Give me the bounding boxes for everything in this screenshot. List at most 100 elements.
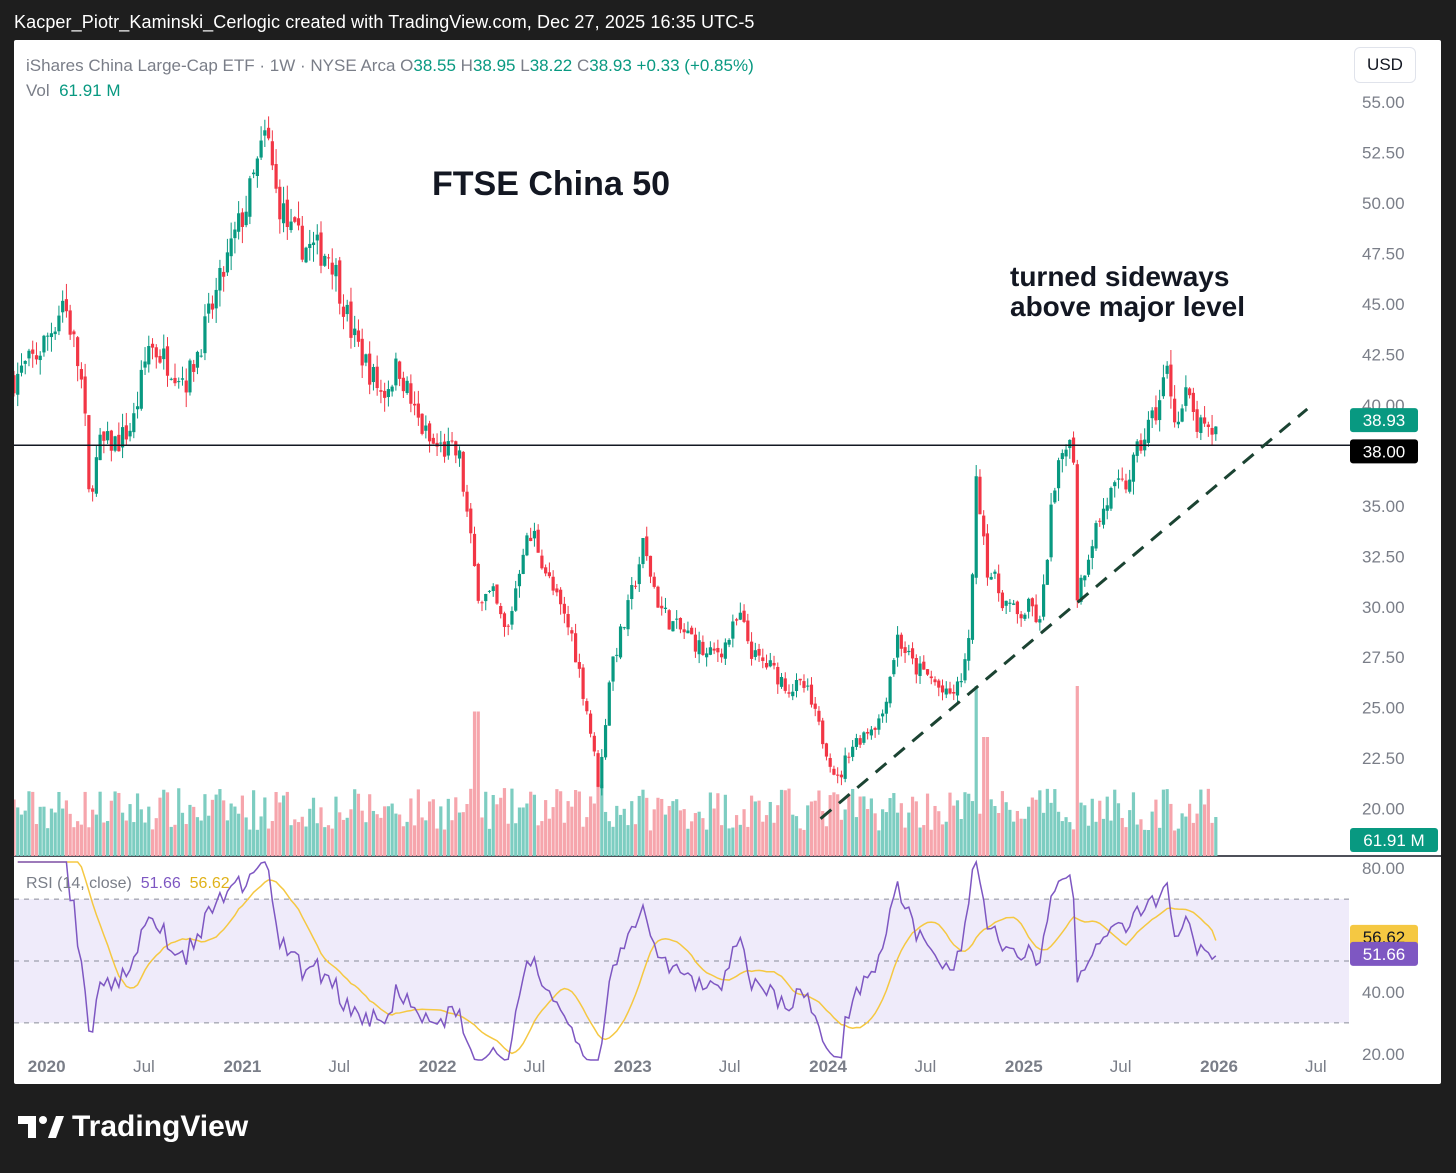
- candle-body: [892, 660, 896, 675]
- volume-bar: [1056, 811, 1061, 856]
- candle-body: [997, 573, 1001, 594]
- candle-body: [1180, 408, 1184, 422]
- volume-bar: [117, 792, 121, 856]
- volume-bar: [442, 829, 447, 856]
- volume-bar: [315, 823, 319, 856]
- candle-body: [248, 178, 252, 217]
- candle-body: [982, 515, 986, 537]
- candle-body: [686, 630, 690, 634]
- volume-bar: [1041, 812, 1046, 856]
- candle-body: [469, 508, 473, 534]
- candle-body: [641, 538, 645, 565]
- candle-body: [1015, 601, 1019, 615]
- volume-bar: [877, 830, 881, 856]
- volume-bar: [1105, 796, 1109, 856]
- candle-body: [802, 681, 806, 688]
- volume-bar: [952, 805, 956, 856]
- time-tick-label: 2024: [809, 1057, 847, 1076]
- candle-body: [817, 710, 821, 722]
- volume-bar: [435, 828, 439, 856]
- candle-body: [761, 657, 765, 662]
- candle-body: [446, 441, 450, 456]
- volume-bar: [555, 789, 559, 856]
- rsi-badge-bg: [1350, 941, 1418, 966]
- volume-bar: [899, 803, 903, 856]
- candle-body: [117, 434, 121, 452]
- candle-body: [252, 172, 256, 175]
- candle-body: [38, 355, 42, 361]
- candle-body: [517, 573, 522, 587]
- candle-body: [491, 586, 495, 592]
- candle-body: [465, 491, 469, 512]
- candle-body: [633, 585, 638, 587]
- volume-bar: [274, 792, 278, 856]
- candle-body: [603, 725, 608, 758]
- volume-bar: [948, 792, 952, 856]
- candle-body: [379, 390, 383, 392]
- candle-body: [64, 299, 69, 312]
- candle-body: [967, 638, 971, 661]
- volume-bar: [431, 799, 435, 856]
- volume-bar: [592, 803, 596, 856]
- volume-bar: [1184, 816, 1188, 856]
- candle-body: [577, 662, 581, 669]
- volume-bar: [27, 791, 31, 856]
- tradingview-logo[interactable]: TradingView: [18, 1110, 248, 1144]
- volume-bar: [132, 822, 136, 856]
- volume-bar: [98, 791, 102, 856]
- candle-body: [1019, 614, 1023, 619]
- candle-body: [573, 633, 578, 663]
- volume-bar: [57, 791, 61, 856]
- candle-body: [607, 682, 611, 726]
- volume-bar: [667, 805, 671, 856]
- candle-body: [663, 607, 668, 610]
- candle-body: [1165, 365, 1169, 374]
- candle-body: [1098, 520, 1102, 522]
- candle-body: [42, 335, 46, 353]
- candle-body: [31, 349, 35, 354]
- volume-bar: [821, 811, 825, 856]
- chart-title-annotation: FTSE China 50: [432, 165, 670, 203]
- volume-bar: [914, 801, 918, 856]
- volume-bar: [551, 807, 555, 856]
- volume-bar: [495, 804, 499, 856]
- candle-body: [970, 574, 975, 640]
- volume-bar: [742, 809, 746, 856]
- volume-bar: [1004, 802, 1008, 856]
- volume-bar: [974, 686, 978, 856]
- volume-bar: [806, 805, 810, 856]
- volume-bar: [734, 815, 739, 856]
- volume-bar: [360, 810, 364, 856]
- chart-canvas[interactable]: 20.00 22.50 25.00 27.50 30.00 32.50 35.00 40.00…: [14, 40, 1441, 1084]
- volume-bar: [1116, 803, 1121, 856]
- candle-body: [1214, 426, 1218, 435]
- volume-bar: [413, 825, 417, 856]
- volume-bars: [14, 686, 1218, 856]
- candle-body: [1131, 454, 1136, 482]
- volume-bar: [697, 811, 701, 856]
- volume-bar: [1135, 824, 1139, 856]
- currency-button[interactable]: USD: [1354, 47, 1416, 83]
- volume-bar: [1064, 817, 1068, 856]
- candle-body: [14, 375, 16, 394]
- volume-bar: [454, 797, 458, 856]
- candle-body: [1034, 604, 1038, 623]
- volume-bar: [1083, 805, 1087, 856]
- volume-bar: [1143, 829, 1147, 856]
- candle-body: [738, 612, 742, 620]
- candle-body: [937, 680, 941, 688]
- volume-bar: [544, 800, 548, 856]
- candle-body: [1169, 364, 1173, 397]
- candle-body: [1056, 460, 1061, 489]
- candle-body: [1199, 417, 1203, 433]
- candle-body: [521, 554, 525, 574]
- price-tick-label: 50.00: [1362, 194, 1405, 213]
- candle-body: [341, 306, 346, 317]
- candle-body: [648, 555, 653, 577]
- candle-body: [375, 366, 379, 389]
- volume-badge-bg: [1350, 828, 1438, 852]
- candle-body: [705, 653, 709, 658]
- candle-body: [233, 229, 237, 239]
- candle-body: [401, 377, 405, 392]
- volume-bar: [944, 821, 948, 856]
